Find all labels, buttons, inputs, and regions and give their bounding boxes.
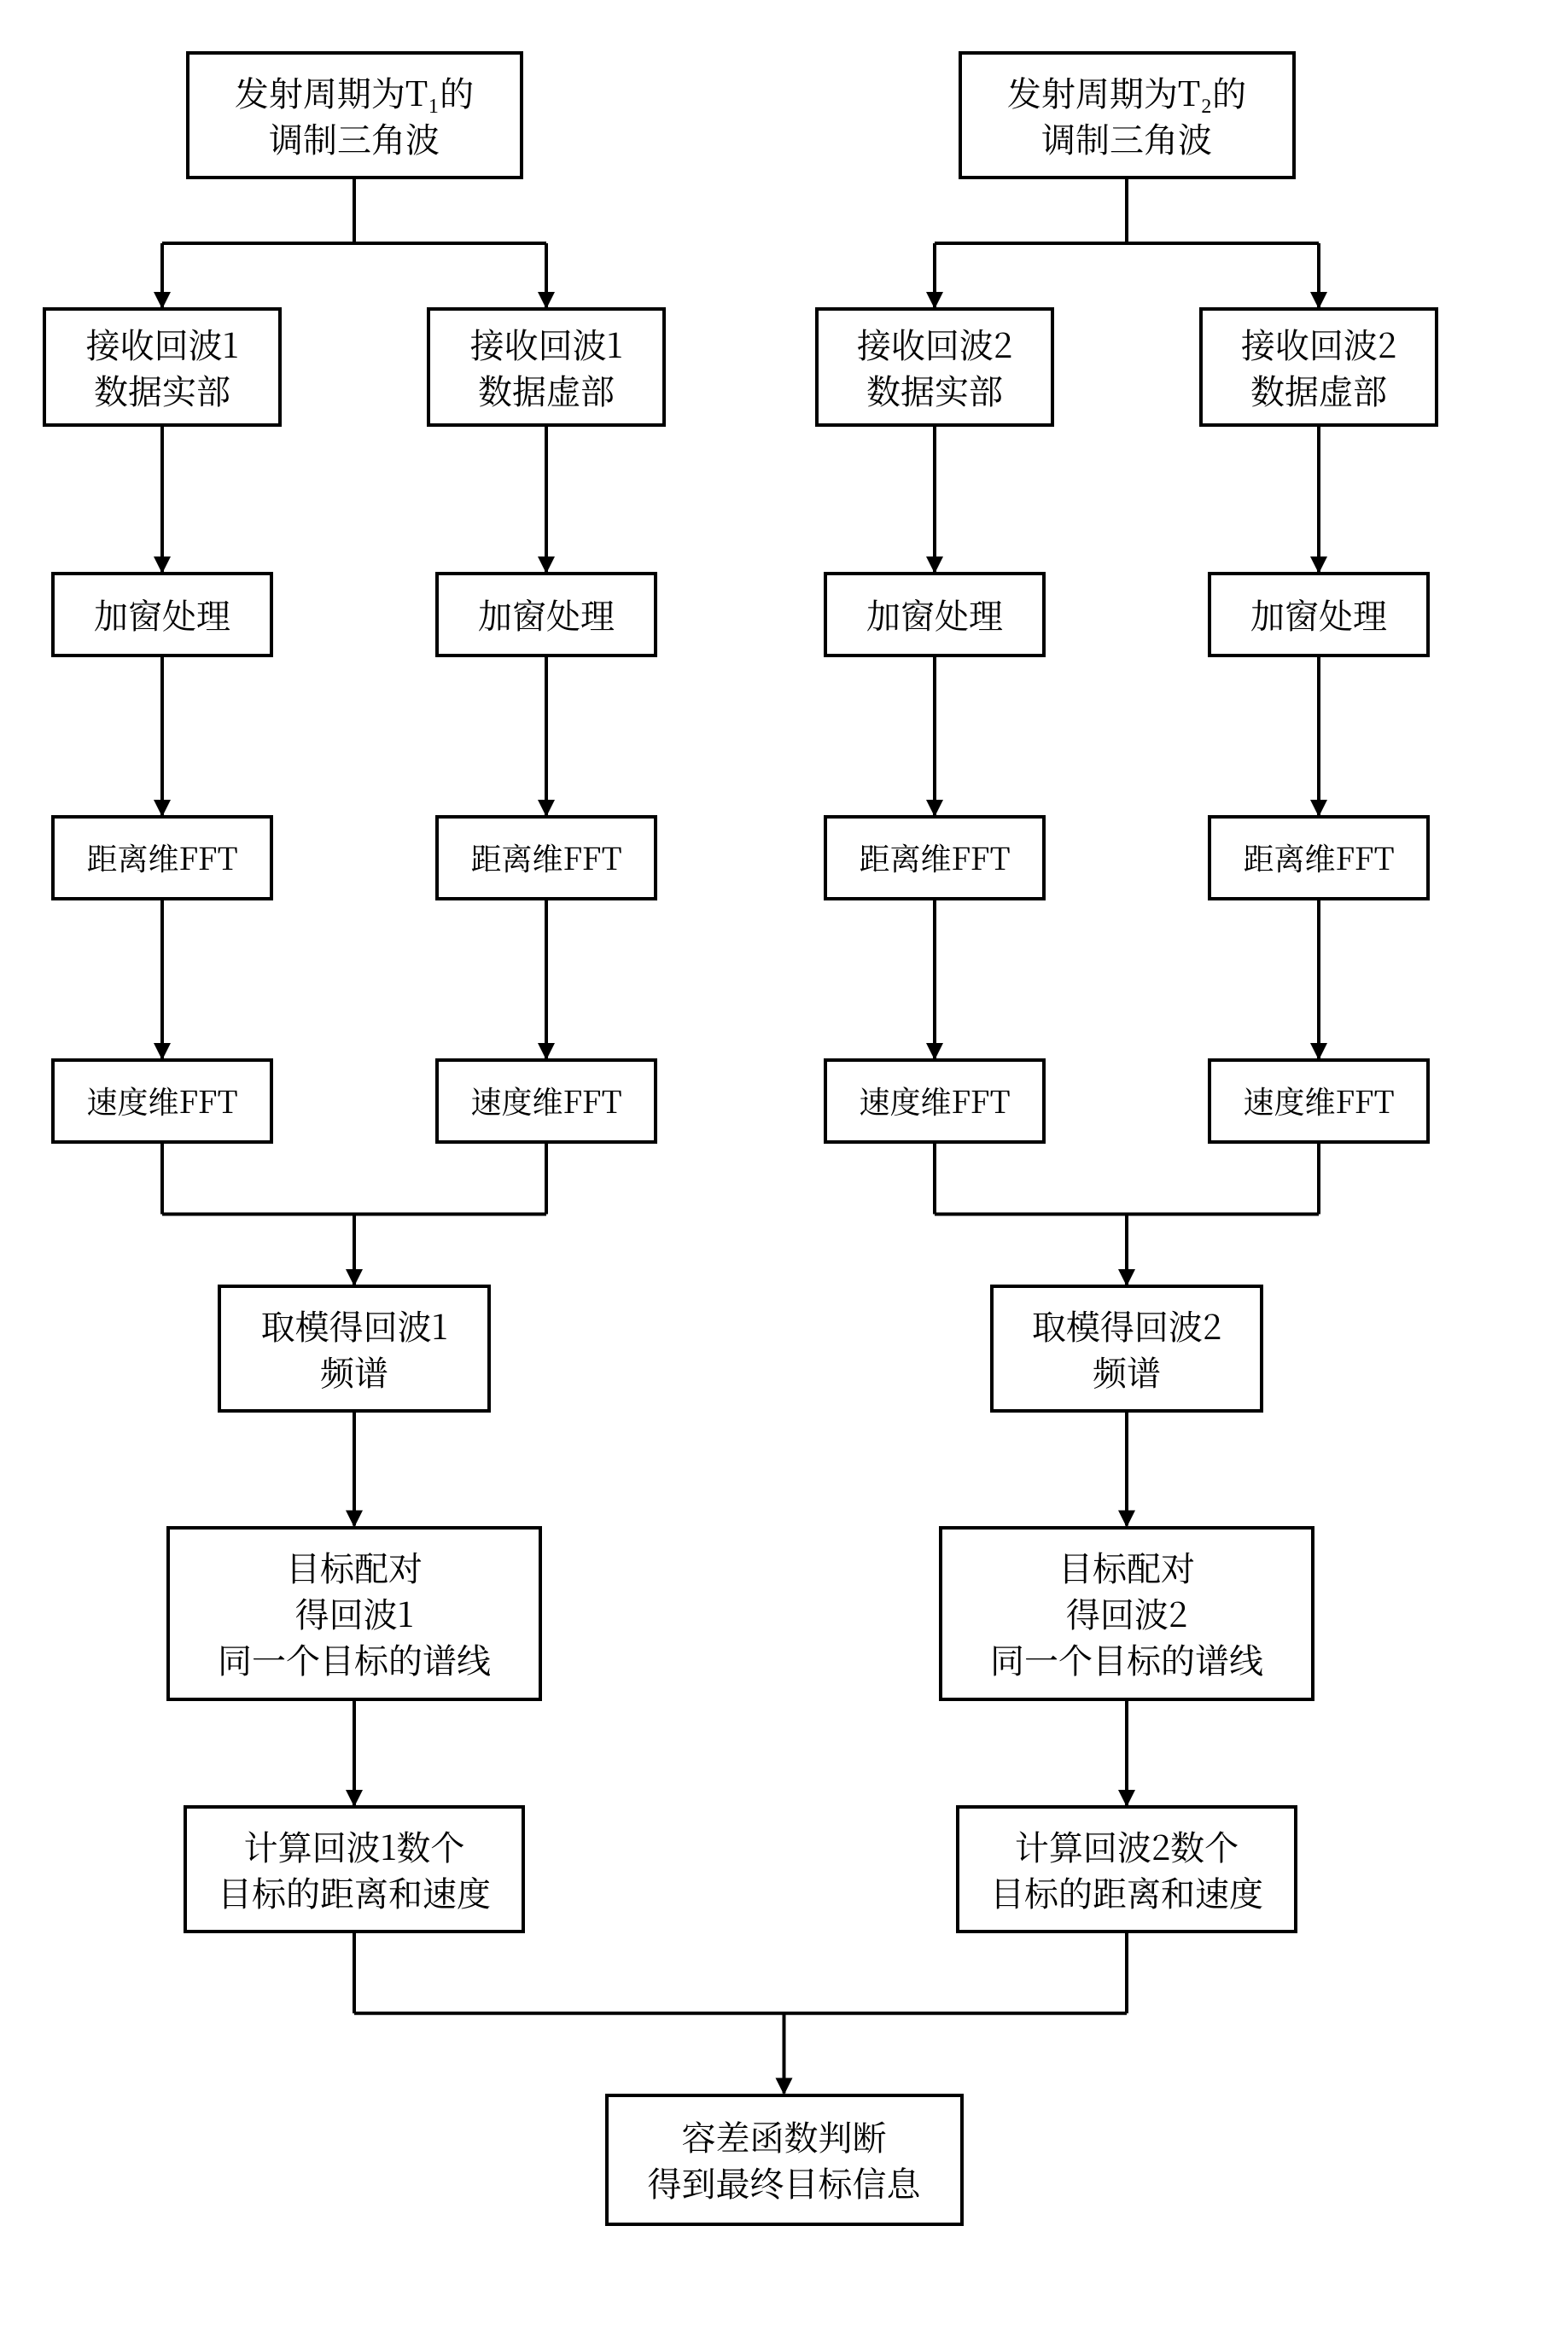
flow-node-final: 容差函数判断 得到最终目标信息	[605, 2094, 964, 2226]
flow-node-rf_b: 距离维FFT	[435, 815, 657, 900]
flow-node-vf_b: 速度维FFT	[435, 1058, 657, 1144]
flow-node-vf_a: 速度维FFT	[51, 1058, 273, 1144]
flow-node-calc1: 计算回波1数个 目标的距离和速度	[184, 1805, 525, 1933]
flow-node-pair2: 目标配对 得回波2 同一个目标的谱线	[939, 1526, 1314, 1701]
flow-node-mod2: 取模得回波2 频谱	[990, 1285, 1263, 1413]
flow-node-w_b: 加窗处理	[435, 572, 657, 657]
flow-node-t1: 发射周期为T₁的 调制三角波	[186, 51, 523, 179]
flow-node-mod1: 取模得回波1 频谱	[218, 1285, 491, 1413]
flow-node-r1b: 接收回波1 数据虚部	[427, 307, 666, 427]
flow-node-vf_d: 速度维FFT	[1208, 1058, 1430, 1144]
flow-node-pair1: 目标配对 得回波1 同一个目标的谱线	[166, 1526, 542, 1701]
flow-node-calc2: 计算回波2数个 目标的距离和速度	[956, 1805, 1297, 1933]
flowchart-canvas: 发射周期为T₁的 调制三角波 发射周期为T₂的 调制三角波接收回波1 数据实部 接收…	[0, 0, 1568, 2325]
flow-node-rf_c: 距离维FFT	[824, 815, 1046, 900]
flow-node-t2: 发射周期为T₂的 调制三角波	[959, 51, 1296, 179]
flow-node-w_d: 加窗处理	[1208, 572, 1430, 657]
flow-node-r1d: 接收回波2 数据虚部	[1199, 307, 1438, 427]
flow-node-vf_c: 速度维FFT	[824, 1058, 1046, 1144]
flow-node-w_a: 加窗处理	[51, 572, 273, 657]
flow-node-w_c: 加窗处理	[824, 572, 1046, 657]
flow-node-r1c: 接收回波2 数据实部	[815, 307, 1054, 427]
flow-node-rf_a: 距离维FFT	[51, 815, 273, 900]
flow-node-r1a: 接收回波1 数据实部	[43, 307, 282, 427]
flow-node-rf_d: 距离维FFT	[1208, 815, 1430, 900]
